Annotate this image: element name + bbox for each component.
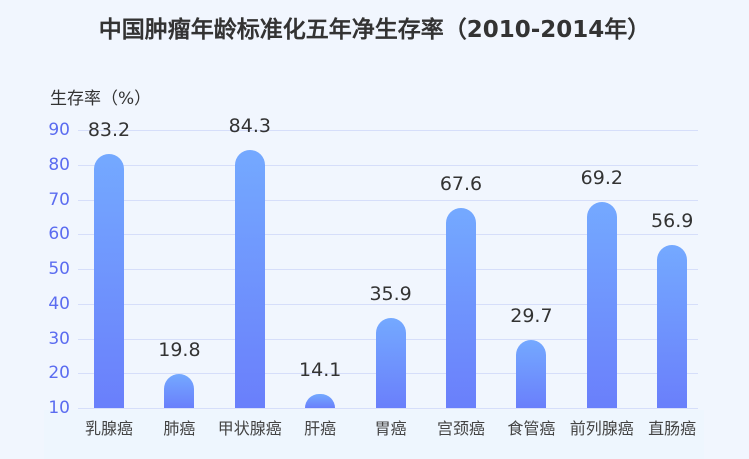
bar[interactable] bbox=[164, 373, 195, 408]
bar-value-label: 83.2 bbox=[87, 118, 131, 141]
y-tick-label: 90 bbox=[48, 120, 70, 140]
x-category-label: 宫颈癌 bbox=[436, 419, 485, 438]
y-tick-label: 60 bbox=[48, 224, 70, 244]
x-category-label: 乳腺癌 bbox=[84, 419, 133, 438]
bar[interactable] bbox=[657, 245, 688, 408]
x-category-label: 肝癌 bbox=[304, 419, 337, 438]
y-axis-label: 生存率（%） bbox=[50, 89, 152, 109]
y-tick-label: 70 bbox=[48, 190, 70, 210]
chart-title: 中国肿瘤年龄标准化五年净生存率（2010-2014年） bbox=[98, 17, 651, 43]
bar[interactable] bbox=[234, 149, 265, 408]
bar-value-label: 69.2 bbox=[580, 167, 623, 190]
bar[interactable] bbox=[375, 317, 406, 408]
y-tick-label: 50 bbox=[48, 259, 70, 279]
y-tick-label: 80 bbox=[48, 155, 70, 175]
gridline bbox=[78, 408, 698, 409]
gridline bbox=[78, 200, 698, 201]
bar-value-label: 35.9 bbox=[369, 282, 412, 305]
bar-value-label: 29.7 bbox=[510, 304, 553, 327]
bar[interactable] bbox=[516, 339, 547, 408]
y-tick-label: 20 bbox=[48, 363, 70, 383]
gridline bbox=[78, 304, 698, 305]
gridline bbox=[78, 269, 698, 270]
y-tick-label: 30 bbox=[48, 329, 70, 349]
x-category-label: 甲状腺癌 bbox=[217, 419, 282, 438]
bar[interactable] bbox=[586, 202, 617, 408]
gridline bbox=[78, 234, 698, 235]
y-tick-label: 40 bbox=[48, 294, 70, 314]
gridline bbox=[78, 130, 698, 131]
bar-value-label: 84.3 bbox=[228, 114, 271, 137]
x-axis-band bbox=[44, 410, 704, 459]
bar[interactable] bbox=[94, 153, 124, 408]
bar[interactable] bbox=[305, 393, 336, 408]
x-category-label: 前列腺癌 bbox=[569, 419, 634, 438]
bar-value-label: 67.6 bbox=[439, 172, 483, 195]
bar-value-label: 19.8 bbox=[158, 338, 201, 361]
x-category-label: 胃癌 bbox=[374, 419, 407, 438]
gridline bbox=[78, 165, 698, 166]
bar-value-label: 56.9 bbox=[651, 210, 694, 233]
bar[interactable] bbox=[446, 207, 476, 408]
bar-value-label: 14.1 bbox=[299, 358, 342, 381]
x-category-label: 肺癌 bbox=[163, 419, 196, 438]
x-category-label: 直肠癌 bbox=[648, 419, 697, 438]
y-tick-label: 10 bbox=[48, 398, 70, 418]
x-category-label: 食管癌 bbox=[507, 419, 556, 438]
